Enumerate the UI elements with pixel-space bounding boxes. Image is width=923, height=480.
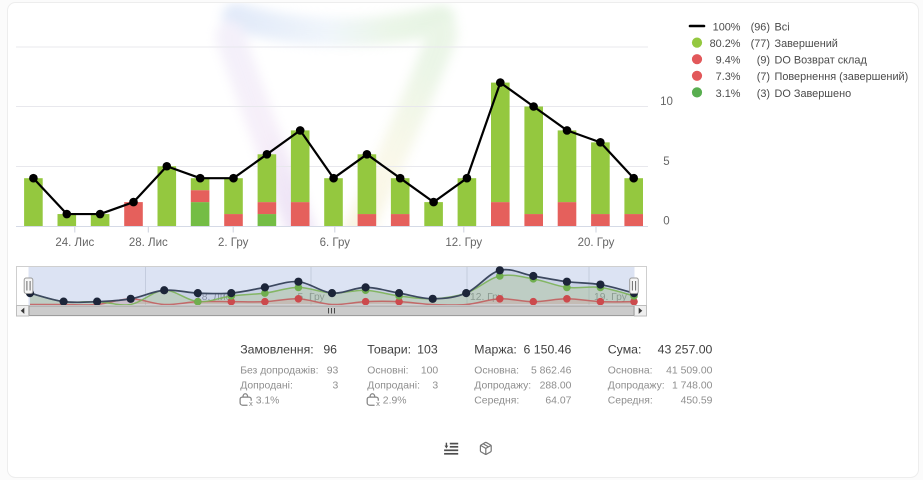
svg-text:Допродажу:: Допродажу: bbox=[608, 381, 665, 392]
svg-text:103: 103 bbox=[417, 343, 438, 357]
svg-text:(3): (3) bbox=[757, 88, 770, 100]
svg-text:Допродані:: Допродані: bbox=[240, 381, 293, 392]
svg-text:12. Гру: 12. Гру bbox=[470, 292, 504, 303]
svg-text:Основні:: Основні: bbox=[367, 366, 408, 377]
svg-text:Допродані:: Допродані: bbox=[367, 381, 420, 392]
svg-text:2. Гру: 2. Гру bbox=[218, 237, 249, 249]
svg-text:Без допродажів:: Без допродажів: bbox=[240, 366, 318, 377]
svg-text:100%: 100% bbox=[713, 21, 741, 33]
svg-text:19. Гру: 19. Гру bbox=[594, 292, 628, 303]
svg-text:DO Возврат склад: DO Возврат склад bbox=[775, 55, 868, 67]
svg-text:5 862.46: 5 862.46 bbox=[531, 366, 572, 377]
svg-text:28. Лис: 28. Лис bbox=[196, 292, 231, 303]
svg-text:Допродажу:: Допродажу: bbox=[474, 381, 531, 392]
svg-text:(77): (77) bbox=[751, 38, 770, 50]
svg-text:Всі: Всі bbox=[775, 21, 790, 33]
svg-text:28. Лис: 28. Лис bbox=[129, 237, 168, 249]
svg-text:93: 93 bbox=[327, 366, 339, 377]
svg-text:10: 10 bbox=[660, 96, 673, 108]
svg-text:0: 0 bbox=[663, 216, 669, 228]
svg-text:450.59: 450.59 bbox=[681, 396, 713, 407]
svg-text:43 257.00: 43 257.00 bbox=[658, 343, 713, 357]
svg-text:41 509.00: 41 509.00 bbox=[666, 366, 712, 377]
svg-text:Основна:: Основна: bbox=[608, 366, 653, 377]
svg-text:80.2%: 80.2% bbox=[710, 38, 741, 50]
svg-text:3: 3 bbox=[333, 381, 339, 392]
svg-text:Сума:: Сума: bbox=[608, 343, 642, 357]
svg-text:(96): (96) bbox=[751, 21, 770, 33]
svg-text:Основна:: Основна: bbox=[474, 366, 519, 377]
svg-text:5: 5 bbox=[663, 156, 669, 168]
svg-text:6. Гру: 6. Гру bbox=[320, 237, 351, 249]
svg-text:20. Гру: 20. Гру bbox=[578, 237, 615, 249]
svg-text:(9): (9) bbox=[757, 55, 770, 67]
svg-text:96: 96 bbox=[323, 343, 337, 357]
svg-text:(7): (7) bbox=[757, 71, 770, 83]
svg-text:Маржа:: Маржа: bbox=[474, 343, 517, 357]
svg-text:9.4%: 9.4% bbox=[716, 55, 741, 67]
svg-text:Товари:: Товари: bbox=[367, 343, 411, 357]
svg-text:100: 100 bbox=[421, 366, 439, 377]
svg-text:DO Завершено: DO Завершено bbox=[775, 88, 852, 100]
svg-text:7.3%: 7.3% bbox=[716, 71, 741, 83]
svg-text:24. Лис: 24. Лис bbox=[55, 237, 94, 249]
svg-text:6 150.46: 6 150.46 bbox=[524, 343, 572, 357]
svg-text:x: x bbox=[376, 399, 380, 408]
svg-text:Середня:: Середня: bbox=[608, 396, 653, 407]
svg-text:Завершений: Завершений bbox=[775, 38, 838, 50]
svg-text:x: x bbox=[249, 399, 253, 408]
svg-text:2.9%: 2.9% bbox=[383, 395, 407, 406]
svg-text:1 748.00: 1 748.00 bbox=[672, 381, 713, 392]
svg-text:64.07: 64.07 bbox=[545, 396, 571, 407]
svg-text:288.00: 288.00 bbox=[540, 381, 572, 392]
svg-text:3: 3 bbox=[432, 381, 438, 392]
svg-text:Повернення (завершений): Повернення (завершений) bbox=[775, 71, 909, 83]
svg-text:3.1%: 3.1% bbox=[716, 88, 741, 100]
svg-text:Замовлення:: Замовлення: bbox=[240, 343, 313, 357]
svg-text:5. Гру: 5. Гру bbox=[298, 292, 326, 303]
svg-text:3.1%: 3.1% bbox=[256, 395, 280, 406]
svg-text:12. Гру: 12. Гру bbox=[445, 237, 482, 249]
svg-text:Середня:: Середня: bbox=[474, 396, 519, 407]
